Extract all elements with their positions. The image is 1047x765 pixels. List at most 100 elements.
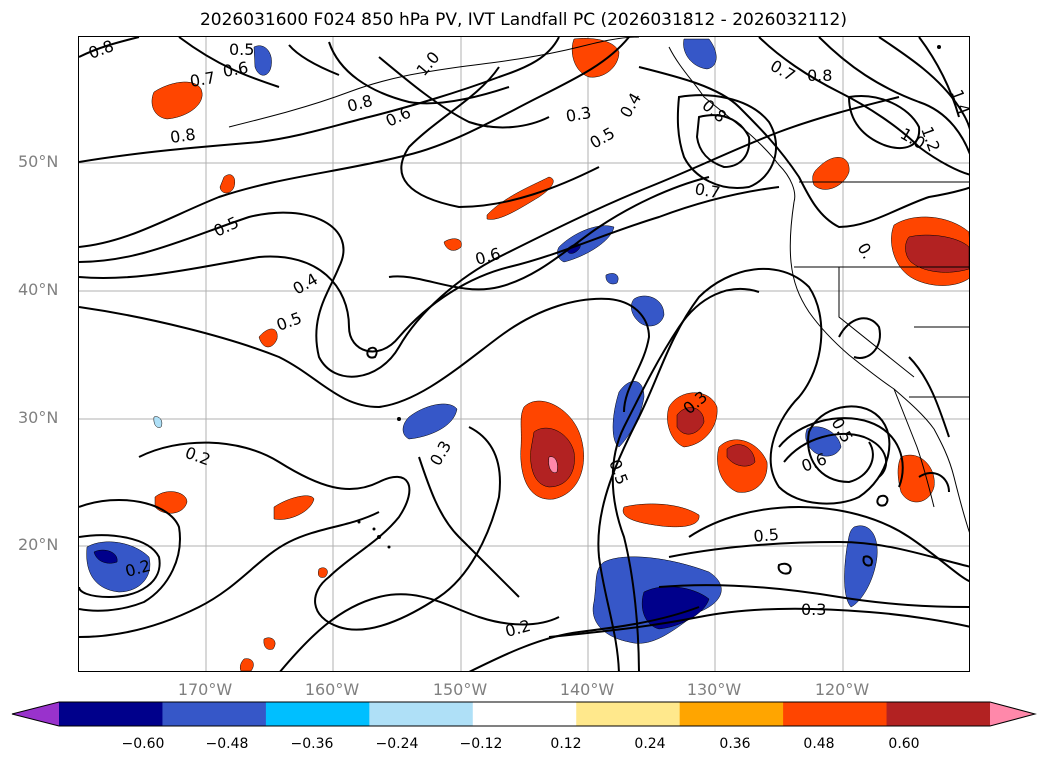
- contour-line: [79, 186, 780, 353]
- colorbar-tick: −0.60: [121, 736, 165, 752]
- contour-line: [908, 356, 950, 438]
- contour-line: [328, 41, 510, 105]
- pv-negative-region: [93, 549, 118, 564]
- contour-line: [79, 37, 630, 248]
- contour-label: 0.8: [86, 37, 116, 63]
- lat-label-20n: 20°N: [18, 535, 59, 554]
- lon-label-170w: 170°W: [177, 680, 233, 699]
- contour-line: [847, 95, 921, 149]
- pv-negative-region: [631, 295, 665, 327]
- contour-line: [783, 433, 888, 478]
- pv-positive-region: [548, 456, 558, 473]
- contour-line: [777, 562, 792, 575]
- colorbar-segment: [783, 702, 888, 726]
- colorbar-segment: [369, 702, 474, 726]
- colorbar-segment: [472, 702, 577, 726]
- contour-label: 0.7: [693, 179, 721, 202]
- contour-line: [79, 511, 380, 638]
- contour-line: [378, 56, 550, 129]
- pv-positive-region: [219, 174, 235, 194]
- colorbar-tick: 0.60: [888, 736, 920, 752]
- contour-line: [918, 37, 960, 118]
- contour-label: 0.5: [211, 213, 242, 241]
- lon-label-160w: 160°W: [304, 680, 360, 699]
- colorbar-tick: 0.36: [719, 736, 751, 752]
- contour-line: [597, 267, 891, 671]
- contour-line: [279, 593, 560, 671]
- contour-label: 0.7: [767, 56, 799, 85]
- baja-coast: [893, 388, 935, 508]
- colorbar-segment: [576, 702, 681, 726]
- contour-label: 0.8: [698, 96, 730, 127]
- pv-positive-region: [897, 455, 935, 503]
- pv-shading: [86, 38, 969, 671]
- pv-positive-region: [154, 491, 188, 514]
- contour-label: 0.8: [807, 66, 832, 85]
- contour-labels: 0.8 0.5 0.6 0.7 0.8 0.8 0.6 1.0 0.3 0.5 …: [86, 37, 969, 641]
- contour-label: 1.0: [413, 48, 444, 80]
- colorbar-segment: [265, 702, 370, 726]
- contour-line: [79, 297, 651, 413]
- contour-label: 0.8: [345, 91, 375, 116]
- colorbar-tick: 0.48: [803, 736, 835, 752]
- pv-negative-region: [844, 525, 878, 608]
- contour-line: [79, 37, 560, 163]
- contour-line: [818, 37, 969, 155]
- pv-positive-region: [318, 567, 328, 578]
- contour-line: [388, 176, 710, 291]
- contour-line: [676, 94, 778, 189]
- contour-line: [668, 540, 969, 568]
- colorbar-tick: −0.36: [290, 736, 334, 752]
- contour-line: [288, 44, 340, 76]
- contour-line: [695, 114, 751, 169]
- colorbar-extend-high: [990, 702, 1035, 726]
- contour-line: [918, 472, 950, 493]
- contour-label: 0.8: [169, 125, 197, 147]
- contour-line: [79, 534, 161, 599]
- pv-negative-region: [683, 38, 717, 70]
- colorbar-tick: 0.12: [550, 736, 582, 752]
- contour-line: [688, 505, 969, 583]
- contour-line: [878, 37, 969, 131]
- contour-label: 0.4: [616, 89, 645, 121]
- figure-title: 2026031600 F024 850 hPa PV, IVT Landfall…: [199, 10, 847, 30]
- contour-label: 0.5: [274, 308, 304, 335]
- pv-negative-region: [402, 403, 458, 440]
- alaska-coast: [228, 37, 640, 128]
- contour-line: [838, 317, 881, 359]
- contour-line: [862, 555, 873, 567]
- contour-label: 0.5: [229, 40, 254, 59]
- map-canvas: 0.8 0.5 0.6 0.7 0.8 0.8 0.6 1.0 0.3 0.5 …: [79, 37, 969, 671]
- colorbar-tick: −0.24: [375, 736, 419, 752]
- us-west-coast: [789, 201, 969, 533]
- contour-label: 0.7: [188, 68, 216, 91]
- contour-label: 0.3: [426, 437, 455, 469]
- colorbar-tick: 0.24: [634, 736, 666, 752]
- pv-positive-region: [239, 658, 254, 671]
- pv-positive-region: [905, 234, 969, 273]
- pv-negative-region: [557, 225, 615, 263]
- colorbar-segment: [679, 702, 784, 726]
- coastlines: [228, 37, 969, 533]
- contour-label: 0.2: [183, 443, 213, 470]
- contour-label: 0.6: [473, 244, 503, 269]
- contour-label: 0.5: [587, 123, 619, 152]
- pv-positive-region: [443, 238, 462, 251]
- contour-label: 0.4: [290, 269, 322, 298]
- lon-label-140w: 140°W: [559, 680, 615, 699]
- contour-label: 0.5: [753, 525, 780, 546]
- map-panel: 0.8 0.5 0.6 0.7 0.8 0.8 0.6 1.0 0.3 0.5 …: [78, 36, 970, 672]
- colorbar-segment: [59, 702, 163, 726]
- contour-line: [611, 287, 760, 671]
- contour-line: [758, 37, 969, 176]
- contour-line: [400, 66, 600, 209]
- colorbar-tick: −0.12: [459, 736, 503, 752]
- colorbar-segment: [886, 702, 991, 726]
- pv-positive-region: [151, 81, 203, 120]
- contour-label: 0.6: [221, 58, 249, 81]
- colorbar-segment: [162, 702, 267, 726]
- contour-line: [79, 37, 140, 58]
- contour-line: [658, 584, 969, 608]
- pv-negative-region: [605, 273, 619, 285]
- pv-positive-region: [622, 503, 700, 528]
